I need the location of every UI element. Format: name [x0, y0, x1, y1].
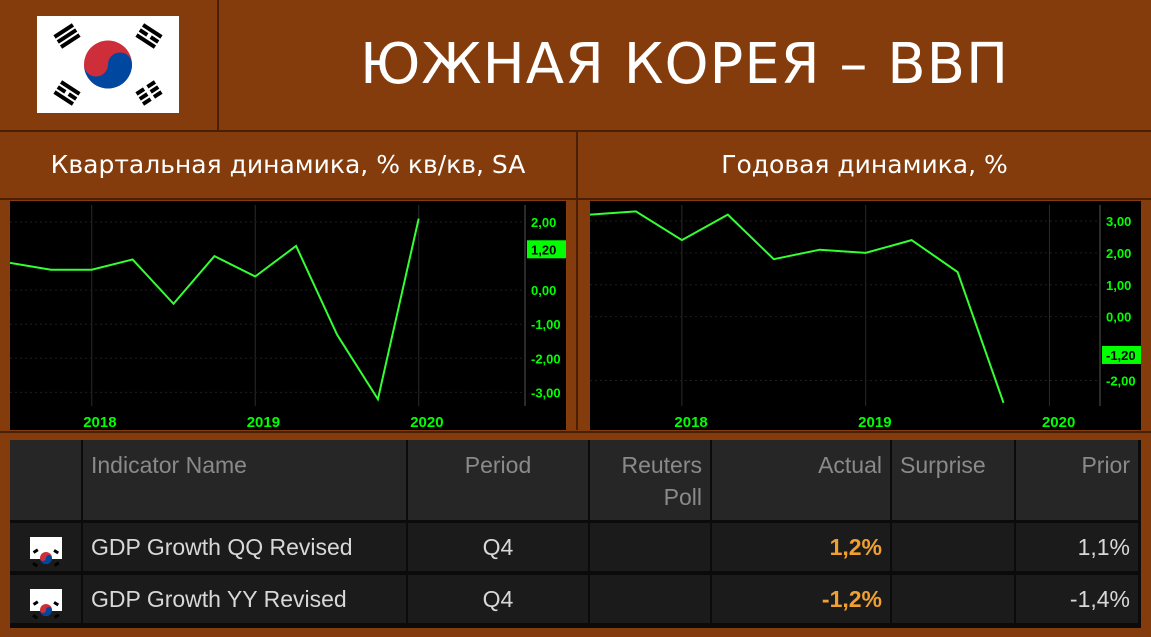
- table-cell-period: Q4: [408, 575, 588, 623]
- header-surprise: Surprise: [892, 440, 1014, 520]
- y-tick-label: -2,00: [531, 351, 561, 366]
- y-tick-label: 2,00: [531, 215, 556, 230]
- quarterly-chart-panel: 2,000,00-1,00-2,00-3,001,202018201920202…: [9, 201, 607, 431]
- x-tick-label: 2020: [1042, 414, 1075, 430]
- y-tick-label: -1,00: [531, 317, 561, 332]
- y-tick-label: -3,00: [531, 385, 561, 400]
- header-period: Period: [408, 440, 588, 520]
- table-cell-surprise: [892, 575, 1014, 623]
- last-value-badge: [527, 240, 567, 259]
- header-reuters-poll: Reuters Poll: [590, 440, 710, 520]
- table-cell-period: Q4: [408, 523, 588, 571]
- y-tick-label: 0,00: [531, 283, 556, 298]
- table-cell-actual: -1,2%: [712, 575, 890, 623]
- table-row-flag: [10, 523, 81, 571]
- south-korea-flag-icon: [30, 537, 62, 568]
- y-tick-label: 3,00: [1106, 214, 1131, 229]
- series-line: [9, 218, 420, 402]
- y-tick-label: 2,00: [1106, 246, 1131, 261]
- quarterly-gdp-chart: 2,000,00-1,00-2,00-3,001,202018201920202…: [9, 205, 607, 431]
- last-value-label: -1,20: [1106, 348, 1136, 363]
- south-korea-flag-icon: [37, 16, 179, 113]
- x-tick-label: 2020: [410, 414, 443, 430]
- page-title: ЮЖНАЯ КОРЕЯ – ВВП: [359, 32, 1010, 97]
- x-tick-label: 2018: [83, 414, 116, 430]
- annual-gdp-chart: 3,00 2,00 1,00 0,00 -2,00 -1,20 2018 2019 2020: [589, 205, 1142, 431]
- annual-chart-panel: 3,00 2,00 1,00 0,00 -2,00 -1,20 2018 2019 2020: [589, 201, 1142, 431]
- table-cell-surprise: [892, 523, 1014, 571]
- table-cell-poll: [590, 523, 710, 571]
- y-tick-label: 1,00: [1106, 278, 1131, 293]
- table-cell-name: GDP Growth QQ Revised: [83, 523, 406, 571]
- table-cell-poll: [590, 575, 710, 623]
- header-indicator-name: Indicator Name: [83, 440, 406, 520]
- table-cell-name: GDP Growth YY Revised: [83, 575, 406, 623]
- right-panel-title: Годовая динамика, %: [721, 150, 1008, 179]
- y-tick-label: 0,00: [1106, 310, 1131, 325]
- x-tick-label: 2019: [247, 414, 280, 430]
- left-panel-title: Квартальная динамика, % кв/кв, SA: [50, 150, 526, 179]
- y-tick-label: -2,00: [1106, 373, 1136, 388]
- x-tick-label: 2018: [674, 414, 707, 430]
- header-actual: Actual: [712, 440, 890, 520]
- x-tick-label: 2019: [858, 414, 891, 430]
- table-cell-actual: 1,2%: [712, 523, 890, 571]
- table-cell-prior: -1,4%: [1016, 575, 1138, 623]
- header-flag-cell: [10, 440, 81, 520]
- last-value-label: 1,20: [531, 242, 556, 257]
- table-row-flag: [10, 575, 81, 623]
- south-korea-flag-icon: [30, 589, 62, 620]
- indicators-table: Indicator Name Period Reuters Poll Actua…: [10, 440, 1141, 628]
- last-value-badge: [1102, 345, 1142, 364]
- header-prior: Prior: [1016, 440, 1138, 520]
- series-line: [589, 210, 1005, 404]
- table-cell-prior: 1,1%: [1016, 523, 1138, 571]
